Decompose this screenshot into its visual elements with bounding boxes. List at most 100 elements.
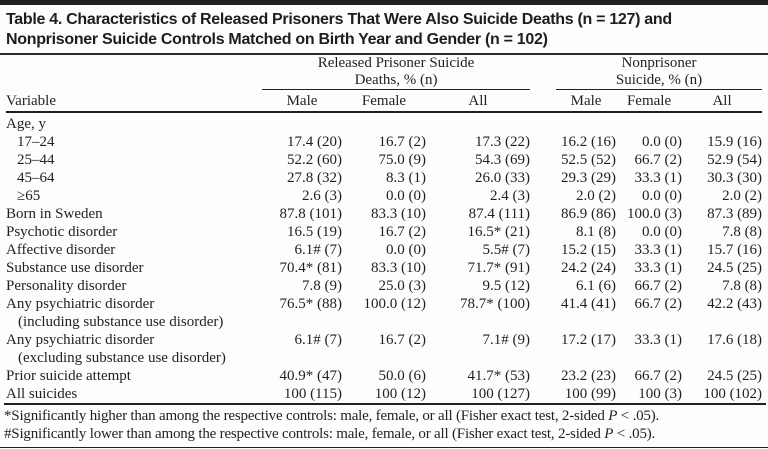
cell: 24.2 (24) [561,260,617,276]
cell: 33.3 (1) [634,260,683,276]
cell [262,112,342,133]
table-row-prior-suicide-attempt: Prior suicide attempt 40.9* (47) 50.0 (6… [6,367,762,385]
column-header-female-nonprisoner: Female [616,89,683,113]
spacer-cell [530,169,556,187]
column-group-nonprisoner: Nonprisoner Suicide, % (n) [556,55,763,90]
spacer-cell [530,205,556,223]
column-header-female-prisoner: Female [342,89,426,113]
cell: 15.7 (16) [707,242,763,258]
cell: 8.3 (1) [386,170,426,186]
bottom-rule [0,447,768,449]
cell: 100 (102) [703,386,763,402]
footnote-significantly-higher: *Significantly higher than among the res… [4,407,766,425]
cell: 16.7 (2) [378,224,427,240]
spacer-cell [6,55,262,90]
cell: 7.8 (8) [722,224,763,240]
cell: 75.0 (9) [378,152,427,168]
group-label-line2: Deaths, % (n) [354,72,438,88]
cell: 0.0 (0) [386,242,426,258]
spacer-cell [262,349,762,367]
cell: 70.4* (81) [279,260,343,276]
row-label: Any psychiatric disorder [6,332,155,348]
cell: 0.0 (0) [642,134,683,150]
cell: 41.7* (53) [467,368,531,384]
table-row-age-45-64: 45–64 27.8 (32) 8.3 (1) 26.0 (33) 29.3 (… [6,169,762,187]
cell: 24.5 (25) [707,260,763,276]
table-row-affective-disorder: Affective disorder 6.1# (7) 0.0 (0) 5.5#… [6,241,762,259]
cell: 52.5 (52) [561,152,617,168]
cell: 15.2 (15) [561,242,617,258]
cell: 54.3 (69) [475,152,531,168]
row-label: Prior suicide attempt [6,368,131,384]
table-row-any-psychiatric-excl-cont: (excluding substance use disorder) [6,349,762,367]
cell: 50.0 (6) [378,368,427,384]
cell: 100.0 (12) [363,296,427,312]
column-header-row: Variable Male Female All Male Female All [6,89,763,113]
cell: 0.0 (0) [386,188,426,204]
footnote-text: < .05). [613,426,656,442]
cell: 83.3 (10) [371,206,426,222]
spacer-cell [530,187,556,205]
row-label: Substance use disorder [6,260,144,276]
column-group-released-prisoner: Released Prisoner Suicide Deaths, % (n) [262,55,531,90]
table-row-age: Age, y [6,112,762,133]
cell: 15.9 (16) [707,134,763,150]
cell: 66.7 (2) [634,152,683,168]
table-row-born-in-sweden: Born in Sweden 87.8 (101) 83.3 (10) 87.4… [6,205,762,223]
row-label-continuation: (excluding substance use disorder) [18,350,226,366]
table-footnotes: *Significantly higher than among the res… [4,403,766,446]
cell: 16.5 (19) [287,224,342,240]
cell: 27.8 (32) [287,170,342,186]
spacer-cell [530,89,557,113]
cell: 6.1 (6) [576,278,617,294]
table-title-line2: Nonprisoner Suicide Controls Matched on … [6,31,548,48]
cell: 0.0 (0) [642,188,683,204]
spacer-cell [530,331,556,349]
column-header-variable: Variable [6,89,262,113]
row-label: Affective disorder [6,242,116,258]
row-label-continuation: (including substance use disorder) [18,314,224,330]
cell: 87.8 (101) [279,206,343,222]
cell: 8.1 (8) [576,224,617,240]
cell: 52.2 (60) [287,152,342,168]
spacer-cell [530,241,556,259]
cell: 71.7* (91) [467,260,531,276]
spacer-cell [530,259,556,277]
column-header-all-nonprisoner: All [682,89,763,113]
table-row-any-psychiatric-incl: Any psychiatric disorder 76.5* (88) 100.… [6,295,762,313]
cell: 87.4 (111) [468,206,531,222]
footnote-text: *Significantly higher than among the res… [4,408,609,424]
cell: 76.5* (88) [279,296,343,312]
column-header-male-prisoner: Male [262,89,342,113]
table-row-all-suicides: All suicides 100 (115) 100 (12) 100 (127… [6,385,762,403]
spacer-cell [530,223,556,241]
cell: 2.4 (3) [490,188,531,204]
spacer-cell [530,295,556,313]
spacer-cell [530,151,556,169]
footnote-significantly-lower: #Significantly lower than among the resp… [4,425,766,443]
cell: 78.7* (100) [460,296,531,312]
cell: 100 (12) [374,386,426,402]
cell [682,112,762,133]
footnote-text: #Significantly lower than among the resp… [4,426,605,442]
footnote-text: < .05). [617,408,660,424]
group-label-line2: Suicide, % (n) [615,72,703,88]
cell: 6.1# (7) [294,242,343,258]
row-label: Personality disorder [6,278,127,294]
column-header-all-prisoner: All [426,89,531,113]
cell: 66.7 (2) [634,278,683,294]
table-row-age-17-24: 17–24 17.4 (20) 16.7 (2) 17.3 (22) 16.2 … [6,133,762,151]
cell: 5.5# (7) [482,242,531,258]
cell: 40.9* (47) [279,368,343,384]
cell: 33.3 (1) [634,332,683,348]
cell: 24.5 (25) [707,368,763,384]
footnote-p-symbol: P [604,426,614,442]
cell: 25.0 (3) [378,278,427,294]
cell [426,112,530,133]
cell: 16.2 (16) [561,134,617,150]
cell [556,112,616,133]
table-row-age-25-44: 25–44 52.2 (60) 75.0 (9) 54.3 (69) 52.5 … [6,151,762,169]
column-header-male-nonprisoner: Male [556,89,617,113]
table-row-psychotic-disorder: Psychotic disorder 16.5 (19) 16.7 (2) 16… [6,223,762,241]
